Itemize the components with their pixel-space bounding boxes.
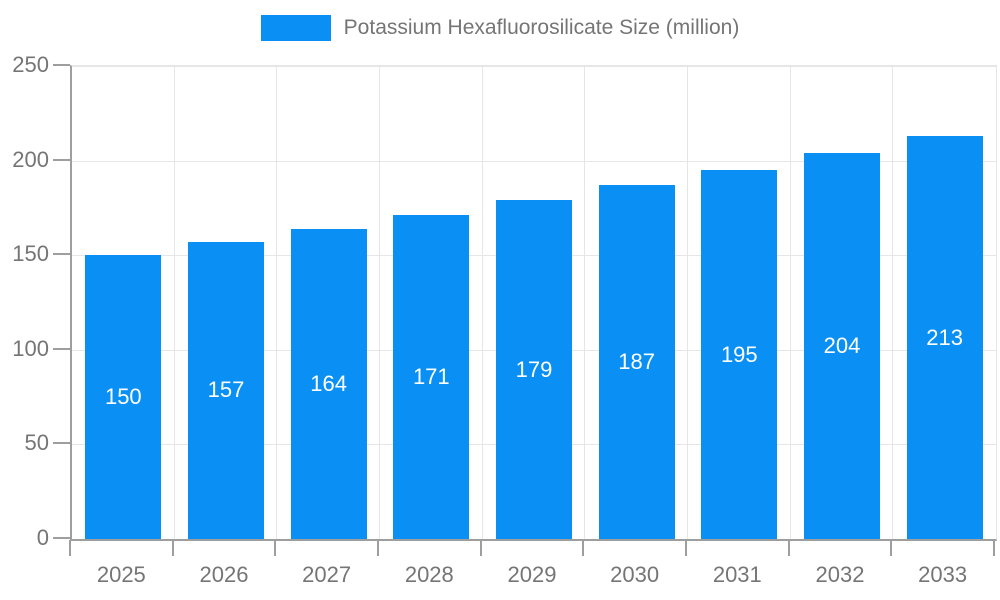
category-2025: 150 xyxy=(72,66,175,539)
y-tick-0 xyxy=(53,537,70,539)
y-tick-label-150: 150 xyxy=(12,241,49,267)
legend: Potassium Hexafluorosilicate Size (milli… xyxy=(0,15,1000,41)
bar-value-label-2025: 150 xyxy=(104,384,142,410)
y-tick-50 xyxy=(53,442,70,445)
bar-2028: 171 xyxy=(393,215,470,539)
category-2027: 164 xyxy=(277,66,380,539)
x-tick-4 xyxy=(479,540,482,556)
category-2026: 157 xyxy=(175,66,278,539)
y-tick-250 xyxy=(53,64,70,66)
gridline-x-3 xyxy=(378,66,380,539)
x-tick-3 xyxy=(376,540,379,556)
category-2029: 179 xyxy=(483,66,586,539)
bar-2030: 187 xyxy=(598,185,675,539)
y-tick-label-250: 250 xyxy=(12,52,49,77)
x-tick-label-2028: 2028 xyxy=(404,562,454,587)
bar-value-label-2031: 195 xyxy=(720,341,758,367)
x-tick-8 xyxy=(890,540,893,556)
x-tick-9 xyxy=(993,540,995,556)
x-tick-label-2033: 2033 xyxy=(918,562,968,587)
x-tick-6 xyxy=(684,540,687,556)
bar-2029: 179 xyxy=(496,200,572,539)
y-tick-200 xyxy=(53,158,70,161)
x-tick-label-2031: 2031 xyxy=(712,562,762,587)
gridline-x-7 xyxy=(789,66,791,539)
x-tick-label-2027: 2027 xyxy=(302,562,352,587)
x-tick-label-2026: 2026 xyxy=(199,562,249,587)
x-tick-2 xyxy=(274,540,277,556)
y-tick-label-100: 100 xyxy=(12,335,49,361)
gridline-x-1 xyxy=(173,66,175,539)
plot-area: 150 157 164 171 179 187 195 204 213 xyxy=(70,65,997,541)
category-2032: 204 xyxy=(791,66,894,539)
bar-2032: 204 xyxy=(804,153,880,539)
bar-2033: 213 xyxy=(906,136,983,539)
x-axis: 2025 2026 2027 2028 2029 2030 2031 2032 2033 xyxy=(69,540,995,600)
category-2031: 195 xyxy=(688,66,791,539)
bar-2026: 157 xyxy=(188,241,264,539)
gridline-x-4 xyxy=(481,66,483,539)
x-tick-label-2025: 2025 xyxy=(96,562,146,587)
bar-value-label-2028: 171 xyxy=(412,364,450,390)
bar-value-label-2029: 179 xyxy=(515,356,553,382)
bar-value-label-2027: 164 xyxy=(310,370,347,396)
x-tick-5 xyxy=(582,540,585,556)
y-axis: 0 50 100 150 200 250 xyxy=(0,54,70,549)
bar-value-label-2032: 204 xyxy=(823,333,861,359)
x-tick-label-2029: 2029 xyxy=(507,562,557,587)
category-2033: 213 xyxy=(893,66,996,539)
bar-2025: 150 xyxy=(85,255,162,539)
y-tick-label-50: 50 xyxy=(24,430,49,456)
legend-item[interactable]: Potassium Hexafluorosilicate Size (milli… xyxy=(260,15,740,41)
y-tick-150 xyxy=(53,253,70,256)
gridline-x-5 xyxy=(584,66,586,539)
gridline-x-2 xyxy=(276,66,278,539)
x-tick-label-2030: 2030 xyxy=(610,562,660,587)
y-tick-label-200: 200 xyxy=(12,146,49,172)
gridline-y-250 xyxy=(72,66,996,67)
category-2030: 187 xyxy=(585,66,688,539)
y-tick-label-0: 0 xyxy=(36,525,49,550)
bar-value-label-2030: 187 xyxy=(618,349,655,375)
bar-2027: 164 xyxy=(290,228,367,539)
x-tick-1 xyxy=(171,540,174,556)
x-tick-label-2032: 2032 xyxy=(815,562,865,587)
bar-value-label-2026: 157 xyxy=(207,377,245,403)
category-2028: 171 xyxy=(380,66,483,539)
bar-value-label-2033: 213 xyxy=(926,324,963,350)
gridline-x-8 xyxy=(892,66,894,539)
y-tick-100 xyxy=(53,347,70,350)
legend-swatch xyxy=(260,15,331,41)
legend-label: Potassium Hexafluorosilicate Size (milli… xyxy=(343,16,740,39)
gridline-x-6 xyxy=(686,66,688,539)
gridline-y-200 xyxy=(72,160,996,162)
x-tick-0 xyxy=(69,540,71,556)
x-tick-7 xyxy=(787,540,790,556)
bar-2031: 195 xyxy=(701,170,778,539)
